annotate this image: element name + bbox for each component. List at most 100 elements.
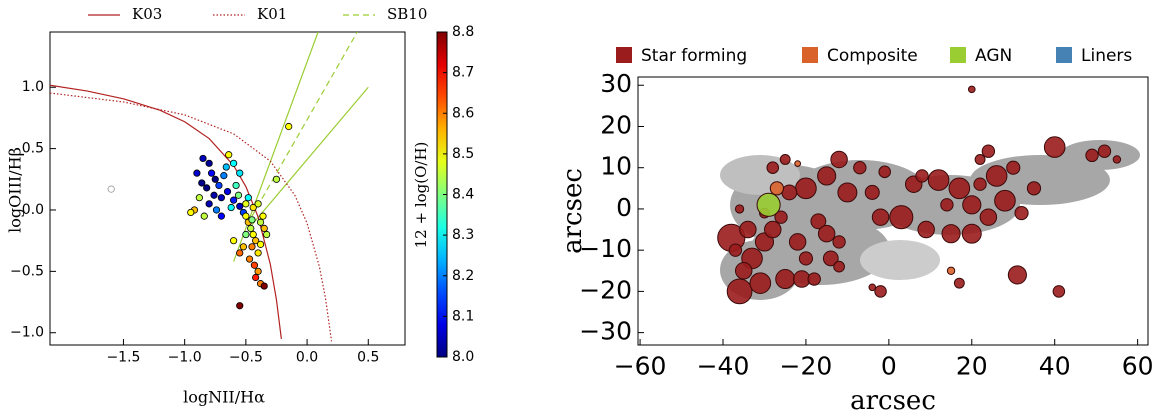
y-tick-label: 0.0 xyxy=(22,202,44,218)
legend-label: K03 xyxy=(132,5,162,23)
colorbar-tick-label: 8.2 xyxy=(452,268,474,284)
bubble xyxy=(968,86,975,93)
data-point xyxy=(248,225,254,231)
bubble xyxy=(789,234,805,250)
data-point xyxy=(286,123,292,129)
legend-swatch xyxy=(616,47,632,63)
bubble xyxy=(770,182,783,195)
legend-label: SB10 xyxy=(387,5,427,23)
bubble xyxy=(776,270,795,289)
data-point xyxy=(226,152,232,158)
bubble xyxy=(982,145,994,157)
bubble xyxy=(765,221,781,237)
data-point xyxy=(261,283,267,289)
bubble xyxy=(834,261,845,272)
demarcation-line xyxy=(50,93,332,341)
data-point xyxy=(228,204,234,210)
bubble xyxy=(1044,137,1065,158)
data-point xyxy=(249,244,255,250)
bubble xyxy=(941,199,953,211)
legend-label: Composite xyxy=(827,46,918,66)
x-tick-label: 0.0 xyxy=(296,350,318,366)
y-tick-label: 20 xyxy=(600,110,632,139)
bubble xyxy=(1027,182,1040,195)
y-tick-label: 0 xyxy=(616,193,632,222)
data-point xyxy=(218,195,224,201)
y-tick-label: 10 xyxy=(600,152,632,181)
data-point xyxy=(206,160,212,166)
data-point xyxy=(237,203,243,209)
data-point xyxy=(257,219,263,225)
page: {"chart_data": [ {"type": "scatter", "xl… xyxy=(0,0,1163,416)
colorbar-tick-label: 8.3 xyxy=(452,227,474,243)
x-tick-label: −1.0 xyxy=(168,350,202,366)
colorbar-tick-label: 8.5 xyxy=(452,146,474,162)
bubble xyxy=(869,284,876,291)
data-point xyxy=(208,170,214,176)
bubble xyxy=(818,167,836,185)
bubble xyxy=(963,196,981,214)
bubble xyxy=(962,224,981,243)
y-tick-label: −20 xyxy=(579,275,632,304)
data-point xyxy=(230,197,236,203)
data-point xyxy=(201,213,207,219)
colorbar-tick-label: 8.1 xyxy=(452,308,474,324)
data-point xyxy=(206,201,212,207)
bubble xyxy=(740,221,756,237)
bubble xyxy=(799,252,812,265)
data-point xyxy=(251,262,257,268)
data-point xyxy=(237,170,243,176)
data-point xyxy=(237,250,243,256)
data-point xyxy=(203,185,209,191)
bubble xyxy=(729,244,741,256)
bubble xyxy=(986,166,1007,187)
data-point xyxy=(230,237,236,243)
x-axis-label: logNII/Hα xyxy=(183,388,265,407)
data-point xyxy=(218,213,224,219)
bubble xyxy=(1007,161,1020,174)
bubble xyxy=(954,278,964,288)
boundary-line xyxy=(252,87,368,224)
bubble xyxy=(872,209,888,225)
x-tick-label: 40 xyxy=(1039,352,1071,381)
data-point xyxy=(257,241,263,247)
colorbar-tick-label: 8.8 xyxy=(452,24,474,40)
data-point xyxy=(224,188,230,194)
bubble xyxy=(890,206,913,229)
bubble xyxy=(1086,149,1098,161)
data-point xyxy=(237,303,243,309)
data-point xyxy=(249,217,255,223)
bubble xyxy=(942,225,960,243)
bubble xyxy=(727,279,752,304)
bubble xyxy=(974,178,986,190)
boundary-line xyxy=(234,32,318,262)
bubble xyxy=(767,162,779,174)
x-tick-label: 60 xyxy=(1122,352,1154,381)
data-point xyxy=(273,176,279,182)
data-point xyxy=(261,225,267,231)
bubble xyxy=(808,273,820,285)
x-axis-label: arcsec xyxy=(850,386,936,416)
x-tick-label: 0 xyxy=(881,352,897,381)
data-point xyxy=(199,180,205,186)
y-tick-label: −0.5 xyxy=(10,263,44,279)
bubble xyxy=(1098,145,1110,157)
data-point xyxy=(211,192,217,198)
data-point xyxy=(260,213,266,219)
legend-swatch xyxy=(802,47,818,63)
bubble xyxy=(949,178,970,199)
bubble xyxy=(1053,286,1065,298)
data-point xyxy=(216,182,222,188)
data-point xyxy=(263,231,269,237)
bubble xyxy=(1008,266,1026,284)
demarcation-line xyxy=(252,32,357,216)
data-point xyxy=(196,195,202,201)
x-tick-label: −1.5 xyxy=(106,350,140,366)
bubble xyxy=(780,155,790,165)
data-point xyxy=(243,201,249,207)
bubble xyxy=(1113,156,1120,163)
y-tick-label: 30 xyxy=(600,69,632,98)
bubble xyxy=(947,267,954,274)
bubble xyxy=(831,151,847,167)
colorbar-tick-label: 8.4 xyxy=(452,187,474,203)
